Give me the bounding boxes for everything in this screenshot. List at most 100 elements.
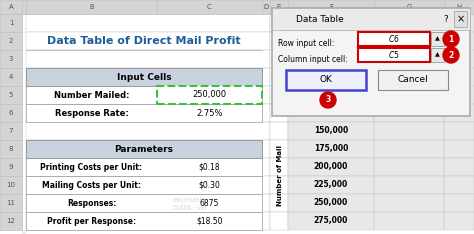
Bar [288, 176, 374, 194]
Bar [22, 50, 26, 68]
Bar [358, 32, 430, 46]
Text: 2: 2 [448, 51, 454, 59]
Text: ▲: ▲ [435, 52, 440, 58]
Bar [444, 32, 474, 50]
Bar [22, 0, 26, 234]
Bar [26, 212, 262, 230]
Text: 200,000: 200,000 [314, 162, 348, 172]
Text: 11: 11 [7, 200, 16, 206]
Bar [374, 122, 444, 140]
Text: B: B [89, 4, 94, 10]
Bar [444, 158, 474, 176]
Bar [444, 50, 474, 68]
Bar [270, 50, 288, 68]
Bar [0, 86, 22, 104]
Bar [270, 140, 288, 158]
Text: 3: 3 [325, 95, 331, 105]
Bar [0, 104, 22, 122]
Text: exceldem
DATA · WI: exceldem DATA · WI [173, 197, 207, 211]
Text: ×: × [457, 14, 465, 24]
Circle shape [443, 47, 459, 63]
Bar [378, 70, 448, 90]
Text: 12: 12 [7, 218, 16, 224]
Bar [26, 122, 270, 140]
Bar [444, 14, 474, 32]
Text: ?: ? [444, 15, 448, 23]
Bar [26, 176, 262, 194]
Bar [288, 86, 374, 104]
Bar [374, 32, 444, 50]
Bar [270, 86, 288, 104]
Bar [431, 32, 444, 46]
Bar [0, 68, 22, 86]
Text: G: G [406, 4, 412, 10]
Text: 5: 5 [9, 92, 13, 98]
Text: 4: 4 [9, 74, 13, 80]
Text: D: D [264, 4, 269, 10]
Text: ▲: ▲ [435, 37, 440, 41]
Bar [444, 122, 474, 140]
Bar [26, 158, 270, 176]
Text: 225,000: 225,000 [314, 180, 348, 190]
Circle shape [443, 31, 459, 47]
Text: Printing Costs per Unit:: Printing Costs per Unit: [40, 162, 143, 172]
Text: Row input cell:: Row input cell: [278, 39, 334, 48]
Text: 175,000: 175,000 [314, 145, 348, 154]
Text: Input Cells: Input Cells [117, 73, 171, 81]
Bar [288, 32, 374, 50]
Bar [444, 194, 474, 212]
Bar [26, 104, 270, 122]
Text: 8: 8 [9, 146, 13, 152]
Bar [0, 122, 22, 140]
Text: 2.75%: 2.75% [196, 109, 223, 117]
Bar [288, 68, 374, 86]
Bar [26, 32, 270, 50]
Bar [270, 32, 288, 50]
Bar [444, 68, 474, 86]
Text: 7: 7 [9, 128, 13, 134]
Bar [444, 212, 474, 230]
Text: Responses:: Responses: [67, 198, 116, 208]
Text: F: F [329, 4, 333, 10]
Bar [272, 8, 470, 30]
Bar [374, 158, 444, 176]
Bar [444, 176, 474, 194]
Text: Profit per Response:: Profit per Response: [47, 216, 136, 226]
Text: $C$6: $C$6 [388, 33, 400, 44]
Text: $0.18: $0.18 [199, 162, 220, 172]
Bar [270, 158, 288, 176]
Bar [26, 86, 270, 104]
Text: Parameters: Parameters [115, 145, 173, 154]
Text: H: H [456, 4, 462, 10]
Text: Column input cell:: Column input cell: [278, 55, 348, 63]
Bar [26, 158, 262, 176]
Text: Data Table of Direct Mail Profit: Data Table of Direct Mail Profit [47, 36, 241, 46]
Bar [374, 50, 444, 68]
Text: OK: OK [319, 76, 332, 84]
Text: 3: 3 [9, 56, 13, 62]
Text: 10: 10 [7, 182, 16, 188]
Bar [374, 14, 444, 32]
Bar [374, 194, 444, 212]
Bar [444, 86, 474, 104]
Bar [22, 86, 26, 104]
Text: E: E [277, 4, 281, 10]
Text: 1: 1 [9, 20, 13, 26]
Bar [288, 14, 374, 32]
Text: 150,000: 150,000 [314, 127, 348, 135]
Text: 6: 6 [9, 110, 13, 116]
Bar [270, 104, 288, 122]
Bar [270, 176, 288, 194]
Bar [270, 68, 288, 86]
Text: $C$5: $C$5 [388, 50, 400, 61]
Bar [0, 212, 22, 230]
Bar [22, 158, 26, 176]
Bar [374, 176, 444, 194]
Bar [270, 14, 288, 32]
Bar [288, 140, 374, 158]
Text: Number Mailed:: Number Mailed: [54, 91, 129, 99]
Bar [22, 176, 26, 194]
Bar [270, 212, 288, 230]
Bar [26, 140, 262, 158]
Bar [0, 50, 22, 68]
